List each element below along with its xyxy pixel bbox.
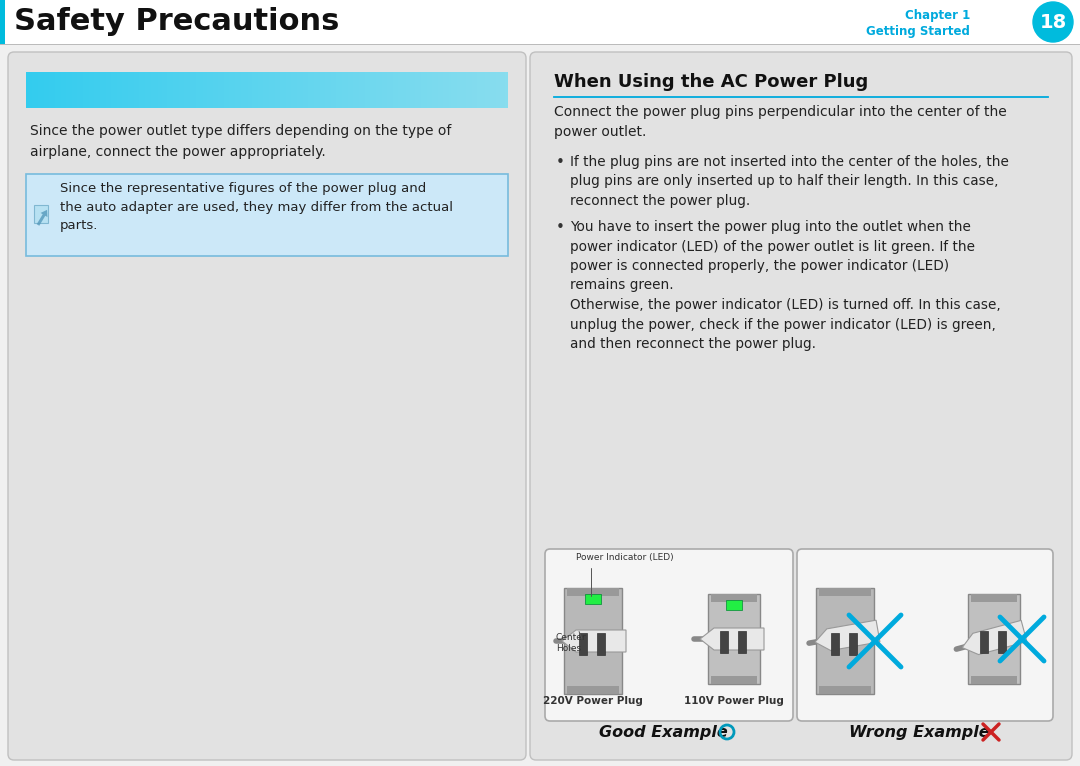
Bar	[0, 44, 1080, 45]
Bar	[0, 0, 1080, 44]
Bar	[597, 633, 605, 655]
Bar	[998, 631, 1005, 653]
FancyArrow shape	[815, 620, 880, 650]
Bar	[819, 686, 870, 694]
Bar	[0, 55, 1080, 56]
Bar	[585, 594, 600, 604]
Bar	[0, 44, 1080, 45]
Text: Wrong Example: Wrong Example	[849, 725, 989, 739]
Bar	[0, 47, 1080, 48]
Bar	[0, 0, 5, 44]
Bar	[720, 631, 728, 653]
Text: 18: 18	[1039, 12, 1067, 31]
Text: Since the representative figures of the power plug and
the auto adapter are used: Since the representative figures of the …	[60, 182, 453, 232]
Text: Getting Started: Getting Started	[866, 25, 970, 38]
Bar	[567, 686, 619, 694]
FancyBboxPatch shape	[545, 549, 793, 721]
Bar	[819, 588, 870, 596]
Bar	[0, 45, 1080, 46]
Circle shape	[1032, 2, 1074, 42]
Bar	[726, 600, 742, 610]
FancyArrow shape	[37, 210, 48, 226]
Bar	[816, 588, 874, 694]
Text: Since the power outlet type differs depending on the type of
airplane, connect t: Since the power outlet type differs depe…	[30, 124, 451, 159]
FancyArrow shape	[700, 628, 764, 650]
Bar	[0, 51, 1080, 52]
Text: Using the Power Supply in an Airplane: Using the Power Supply in an Airplane	[36, 81, 395, 99]
Text: Center
Holes: Center Holes	[556, 633, 586, 653]
Text: When Using the AC Power Plug: When Using the AC Power Plug	[554, 73, 868, 91]
Text: Chapter 1: Chapter 1	[905, 9, 970, 22]
FancyBboxPatch shape	[530, 52, 1072, 760]
Bar	[567, 588, 619, 596]
Bar	[26, 174, 508, 256]
Bar	[0, 52, 1080, 53]
Text: 220V Power Plug: 220V Power Plug	[543, 696, 643, 706]
Text: Power Indicator (LED): Power Indicator (LED)	[576, 553, 674, 596]
Text: 110V Power Plug: 110V Power Plug	[684, 696, 784, 706]
Text: •: •	[556, 220, 565, 235]
Bar	[738, 631, 746, 653]
Bar	[980, 631, 988, 653]
Bar	[849, 633, 858, 655]
Bar	[831, 633, 839, 655]
FancyBboxPatch shape	[8, 52, 526, 760]
Bar	[0, 50, 1080, 51]
Bar	[0, 49, 1080, 50]
Text: Connect the power plug pins perpendicular into the center of the
power outlet.: Connect the power plug pins perpendicula…	[554, 105, 1007, 139]
Bar	[0, 54, 1080, 55]
FancyBboxPatch shape	[797, 549, 1053, 721]
Bar	[0, 53, 1080, 54]
Bar	[971, 594, 1017, 602]
Bar	[968, 594, 1020, 684]
Bar	[711, 676, 757, 684]
Text: If the plug pins are not inserted into the center of the holes, the
plug pins ar: If the plug pins are not inserted into t…	[570, 155, 1009, 208]
Text: You have to insert the power plug into the outlet when the
power indicator (LED): You have to insert the power plug into t…	[570, 220, 1001, 351]
Bar	[711, 594, 757, 602]
FancyArrow shape	[962, 620, 1027, 655]
Bar	[579, 633, 588, 655]
Text: •: •	[556, 155, 565, 170]
FancyArrow shape	[562, 630, 626, 652]
Text: Safety Precautions: Safety Precautions	[14, 8, 339, 37]
Bar	[0, 46, 1080, 47]
Bar	[971, 676, 1017, 684]
Bar	[0, 48, 1080, 49]
Bar	[33, 205, 48, 223]
Text: Good Example: Good Example	[598, 725, 727, 739]
Bar	[564, 588, 622, 694]
Bar	[708, 594, 760, 684]
